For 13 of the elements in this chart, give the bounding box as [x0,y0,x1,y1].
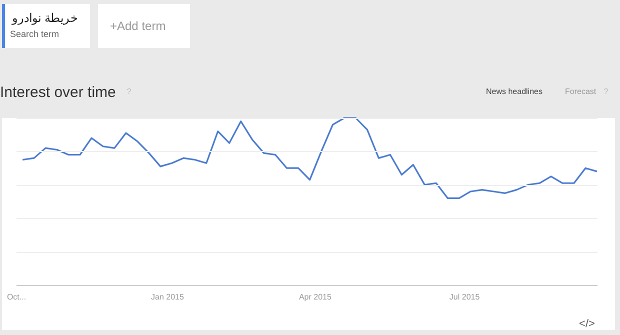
text: </> [579,318,595,330]
text: Search term [10,29,60,39]
x-tick-label: Jul 2015 [449,292,480,302]
text: ? [126,87,132,96]
text: خريطة نوادرو [11,11,78,25]
text: +Add term [110,19,166,33]
x-tick-label: Apr 2015 [298,292,332,302]
text: Forecast [565,87,597,96]
chart-title: Interest over time [0,84,116,101]
x-tick-label: Oct... [6,292,26,302]
text: News headlines [486,87,542,96]
text: ? [604,87,609,96]
x-tick-label: Jan 2015 [151,292,184,302]
